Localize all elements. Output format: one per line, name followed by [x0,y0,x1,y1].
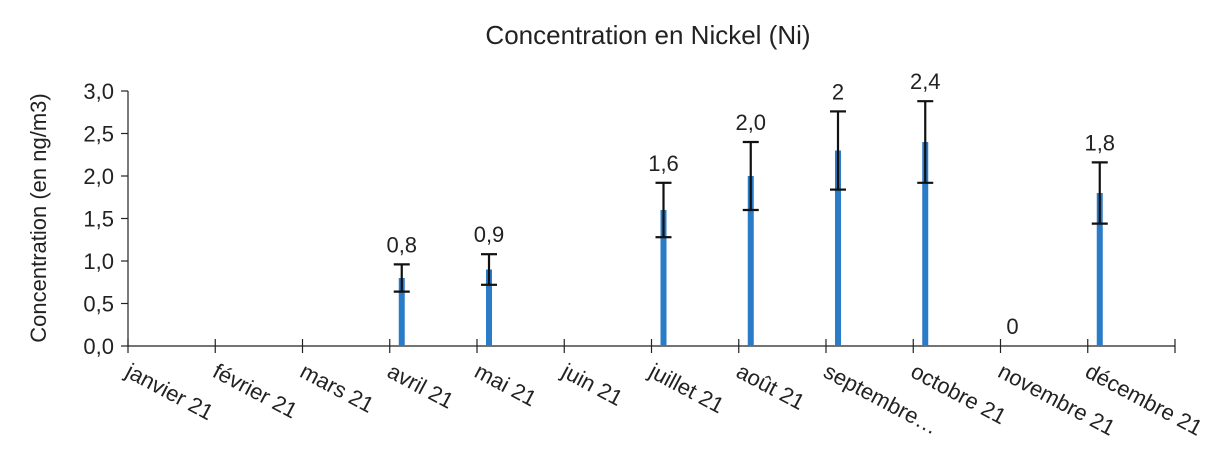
bar [486,269,492,346]
x-tick-label: juin 21 [557,358,627,411]
data-label: 0,9 [474,222,505,247]
y-tick-label: 1,0 [83,249,114,274]
chart-title: Concentration en Nickel (Ni) [485,20,810,50]
y-tick-label: 2,5 [83,122,114,147]
bar [660,210,667,346]
data-label: 2 [832,79,844,104]
data-label: 0 [1006,314,1018,339]
data-label: 2,0 [735,110,766,135]
x-tick-label: mars 21 [296,358,378,417]
data-label: 2,4 [910,69,941,94]
data-label: 0,8 [386,232,417,257]
data-label: 1,6 [648,151,679,176]
bar [922,142,929,346]
x-tick-label: juillet 21 [644,358,728,418]
error-bar [742,140,759,212]
error-bar [481,253,497,286]
x-tick-label: mai 21 [471,358,541,411]
data-label: 1,8 [1084,130,1115,155]
error-bar [393,263,410,293]
error-bar [655,181,672,239]
y-tick-label: 1,5 [83,207,114,232]
y-tick-label: 0,5 [83,292,114,317]
error-bar [830,110,846,191]
bar [1096,193,1103,346]
x-tick-label: janvier 21 [121,358,218,425]
y-tick-label: 0,0 [83,334,114,359]
x-tick-label: avril 21 [383,358,457,413]
bar [398,278,405,346]
y-tick-label: 3,0 [83,79,114,104]
y-axis-label: Concentration (en ng/m3) [26,93,51,342]
x-tick-label: février 21 [209,358,302,423]
error-bar [917,100,934,184]
error-bar [1091,161,1108,225]
y-tick-label: 2,0 [83,164,114,189]
bar [835,150,841,346]
bar [747,176,754,346]
x-tick-label: août 21 [732,358,809,415]
